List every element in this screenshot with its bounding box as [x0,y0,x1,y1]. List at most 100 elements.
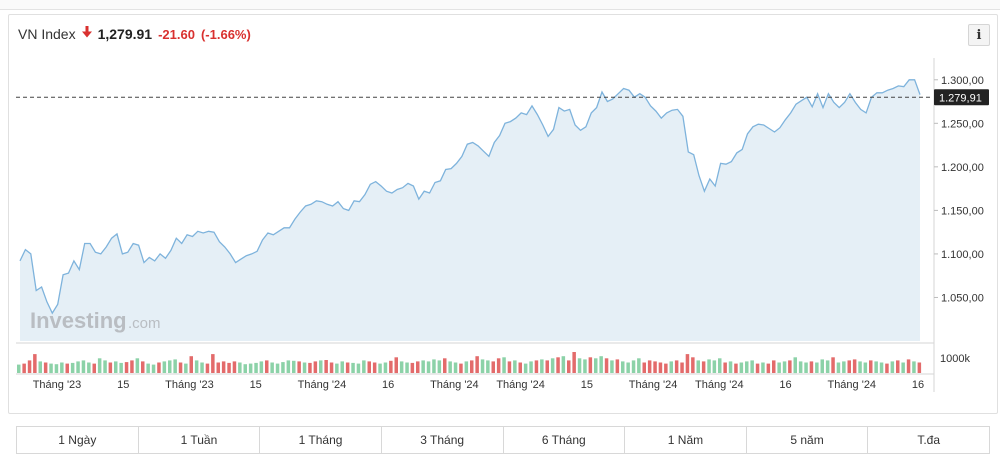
volume-bar [491,361,495,373]
x-tick-label: Tháng '24 [430,379,479,391]
volume-scale-label: 1000k [940,353,970,365]
volume-bar [674,360,679,373]
last-price-tag-label: 1.279,91 [939,92,982,104]
price-area [20,79,920,342]
volume-bar [653,361,657,373]
chart-panel [8,14,998,414]
instrument-header: VN Index 1,279.91 -21.60 (-1.66%) [18,24,251,44]
volume-bar [470,360,474,373]
volume-bar [475,356,479,373]
volume-bar [701,361,706,373]
range-button-7[interactable]: 5 năm [746,427,869,453]
volume-bar [221,361,226,373]
volume-bar [804,362,808,373]
volume-bar [567,360,571,373]
volume-bar [70,362,75,373]
volume-bar [238,362,242,373]
volume-bar [97,358,102,373]
y-tick-label: 1.250,00 [941,118,984,130]
price-line [19,79,921,315]
volume-bar [356,363,361,374]
volume-bar [243,364,247,373]
volume-bar [443,358,447,373]
volume-bar [292,360,296,373]
volume-bar [809,361,814,373]
volume-bar [502,357,506,374]
volume-bar [324,360,328,373]
x-tick-label: Tháng '24 [298,379,347,391]
range-button-5[interactable]: 6 Tháng [503,427,626,453]
investing-watermark: Investing .com [30,308,161,333]
range-button-3[interactable]: 1 Tháng [260,427,382,453]
volume-bar [815,362,819,373]
volume-bar [270,362,274,373]
watermark-brand: Investing [30,308,127,333]
volume-bar [281,362,285,373]
last-price-tag-bg [934,89,989,106]
volume-bar [707,359,711,374]
range-button-6[interactable]: 1 Năm [625,427,747,453]
volume-bar [577,358,582,373]
volume-bar [432,359,436,374]
volume-bar [739,362,744,373]
volume-bar [254,362,258,373]
volume-bar [227,362,231,373]
volume-bar [313,361,318,373]
time-range-selector: 1 Ngày 1 Tuần 1 Tháng 3 Tháng 6 Tháng 1 Năm 5 … [16,426,990,454]
volume-bar [383,362,388,373]
volume-bar [782,361,787,373]
volume-bar [825,360,830,373]
range-button-8[interactable]: T.đa [868,427,989,453]
volume-bar [561,356,566,373]
volume-bar [410,362,415,373]
volume-bar [114,361,118,373]
volume-bar [879,362,884,373]
volume-bar [124,362,129,373]
y-tick-label: 1.150,00 [941,205,984,217]
volume-bar [869,360,873,373]
info-button[interactable]: i [968,24,990,46]
volume-bar [647,360,652,373]
volume-bar [194,360,199,373]
volume-bar [362,360,366,373]
volume-bar [421,360,425,373]
volume-bar [319,360,323,373]
volume-bar [734,363,738,374]
volume-bar [49,363,53,374]
volume-bar [453,362,458,373]
range-button-4[interactable]: 3 Tháng [381,427,504,453]
price-change-percent: (-1.66%) [200,26,251,42]
volume-bar [38,361,42,373]
volume-bar [599,356,603,373]
volume-bar [211,354,215,373]
price-change: -21.60 [158,26,195,42]
volume-bar [507,361,512,373]
volume-bars [17,352,922,374]
volume-bar [529,361,533,373]
volume-bar [523,363,528,374]
range-button-2[interactable]: 1 Tuần [138,427,261,453]
volume-bar [642,362,646,373]
volume-bar [750,360,754,373]
volume-bar [486,360,490,373]
volume-bar [556,357,560,374]
volume-bar [572,352,576,373]
volume-bar [788,360,792,373]
volume-bar [389,360,393,373]
volume-bar [836,362,841,373]
volume-bar [723,362,727,373]
volume-bar [728,361,733,373]
volume-bar [60,362,64,373]
price-chart: Investing .com 1.050,001.100,001.150,001… [16,58,989,392]
volume-bar [302,362,307,373]
x-tick-label: Tháng '23 [165,379,214,391]
volume-bar [718,358,722,373]
volume-bar [157,362,161,373]
last-price: 1,279.91 [97,26,153,42]
range-button-1[interactable]: 1 Ngày [17,427,139,453]
volume-bar [621,361,625,373]
volume-bar [351,362,355,373]
volume-bar [831,357,835,374]
volume-bar [54,364,59,373]
